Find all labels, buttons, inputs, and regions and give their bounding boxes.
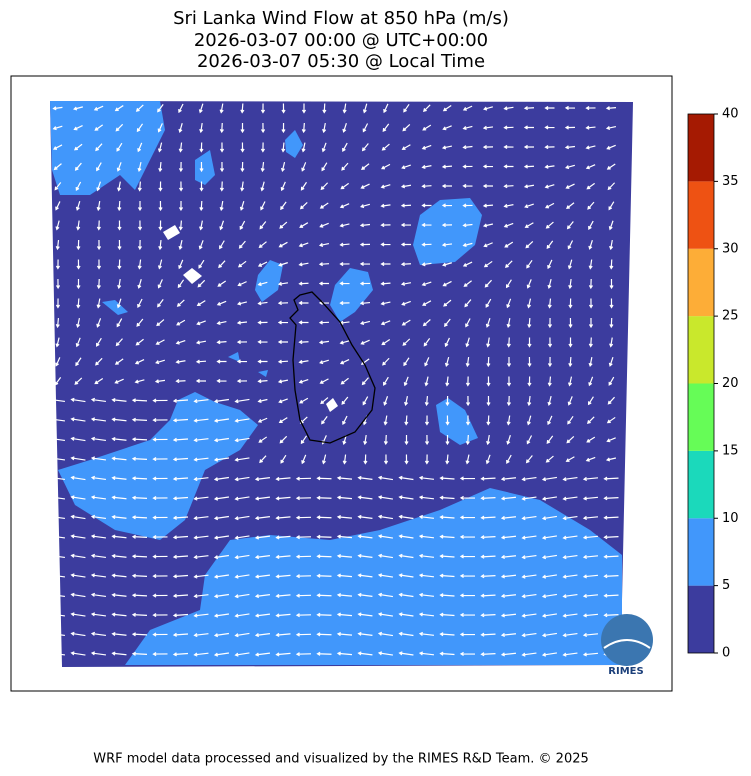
missing-data-areas xyxy=(163,225,338,412)
logo: RIMES xyxy=(601,614,653,677)
colorbar-segment xyxy=(688,585,714,653)
colorbar-segment xyxy=(688,316,714,384)
title-line: 2026-03-07 05:30 @ Local Time xyxy=(197,51,485,72)
colorbar-tick-label: 25 xyxy=(722,309,739,324)
colorbar-segment xyxy=(688,383,714,451)
logo-label: RIMES xyxy=(608,666,643,677)
logo-wave xyxy=(603,639,651,649)
map xyxy=(49,101,633,667)
colorbar-tick-label: 5 xyxy=(722,578,730,593)
colorbar-segment xyxy=(688,450,714,519)
colorbar-segment xyxy=(688,181,714,249)
colorbar-tick-label: 35 xyxy=(722,174,739,189)
colorbar: 0 5 10 15 20 25 30 35 40 xyxy=(687,107,739,661)
title-line: Sri Lanka Wind Flow at 850 hPa (m/s) xyxy=(173,8,509,29)
wind-arrows xyxy=(49,103,619,657)
footer: WRF model data processed and visualized … xyxy=(93,752,589,767)
colorbar-tick-label: 10 xyxy=(722,511,739,526)
title-line: 2026-03-07 00:00 @ UTC+00:00 xyxy=(194,30,488,51)
colorbar-tick-label: 30 xyxy=(722,241,739,256)
fast-wind-areas xyxy=(50,101,622,665)
colorbar-tick-label: 15 xyxy=(722,443,739,458)
colorbar-segment xyxy=(688,518,714,586)
colorbar-tick-label: 40 xyxy=(722,107,739,122)
colorbar-segment xyxy=(688,114,714,182)
sri-lanka-coastline xyxy=(289,291,376,444)
colorbar-segment xyxy=(688,248,714,317)
colorbar-tick-label: 20 xyxy=(722,376,739,391)
colorbar-tick-label: 0 xyxy=(722,646,730,661)
